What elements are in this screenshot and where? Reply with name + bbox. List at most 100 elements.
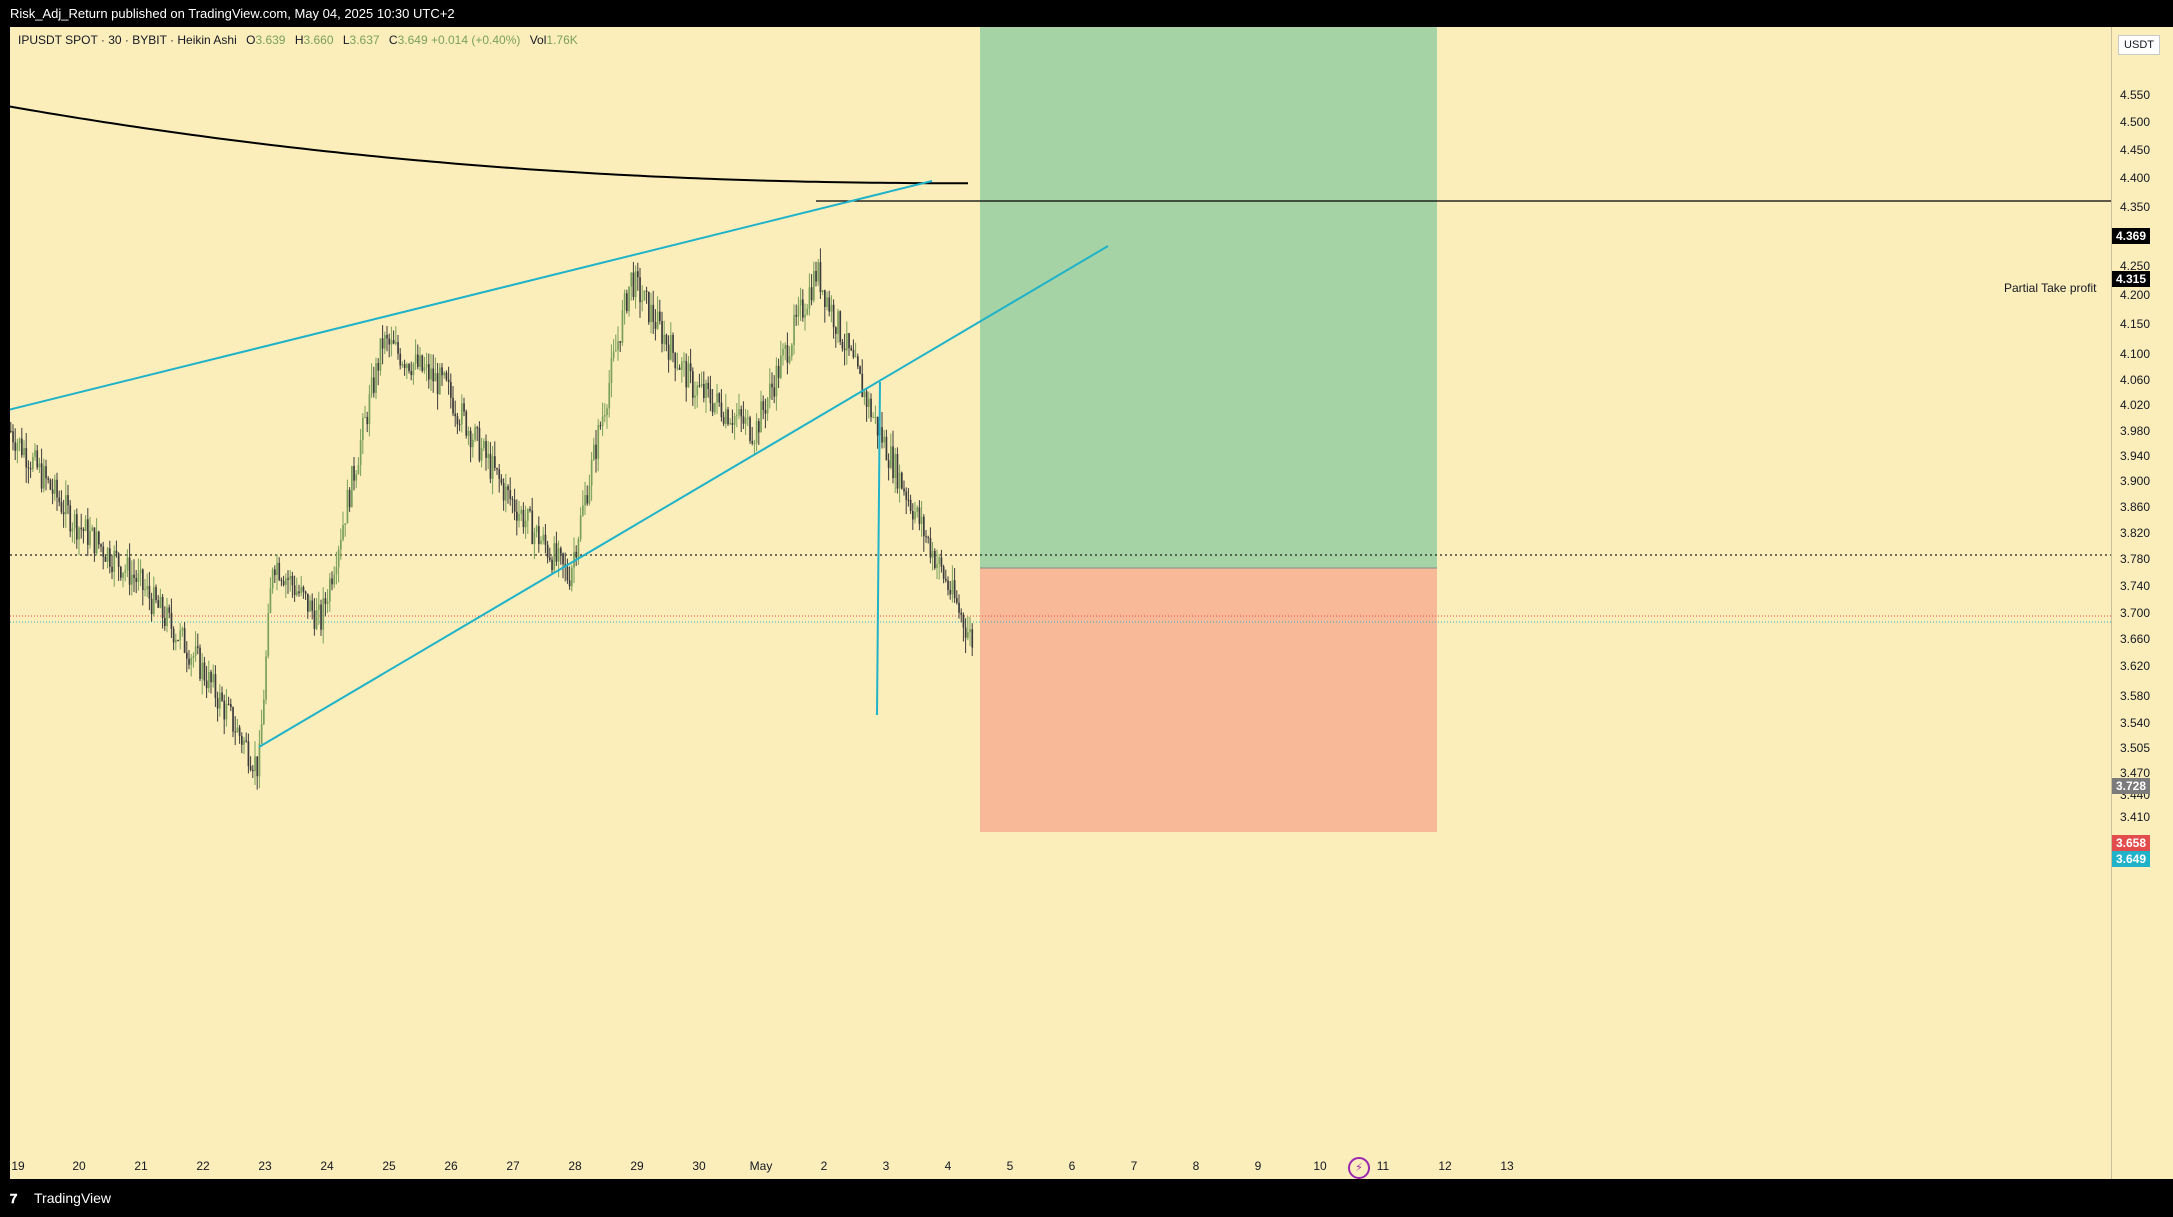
candle-body xyxy=(643,290,646,301)
candle-body xyxy=(357,465,360,475)
candle-body xyxy=(111,566,113,572)
candle-body xyxy=(221,692,223,701)
candle-body xyxy=(912,511,914,520)
time-tick: 22 xyxy=(196,1159,210,1173)
publish-info: Risk_Adj_Return published on TradingView… xyxy=(10,6,455,21)
price-tick: 4.150 xyxy=(2119,317,2150,331)
candle-body xyxy=(412,363,415,376)
candle-body xyxy=(472,439,474,448)
upper-trendline[interactable] xyxy=(10,180,933,411)
candle-body xyxy=(406,364,408,369)
candle-body xyxy=(384,334,386,349)
price-tick: 4.060 xyxy=(2119,373,2150,387)
candle-body xyxy=(582,505,584,516)
candle-body xyxy=(958,602,960,613)
price-tick: 3.820 xyxy=(2119,526,2150,540)
candle-body xyxy=(366,416,369,425)
loss-zone[interactable] xyxy=(980,568,1437,832)
candle-body xyxy=(667,344,670,360)
candle-body xyxy=(203,662,206,681)
time-axis[interactable]: 19 20 21 22 23 24 25 26 27 28 29 30 May 2 3 4 5 6 7 8 9 10 11 1… xyxy=(10,1152,2111,1179)
candle-body xyxy=(71,528,74,532)
candle-body xyxy=(786,345,789,363)
lightning-icon[interactable]: ⚡ xyxy=(1348,1157,1370,1179)
candle-body xyxy=(815,270,817,282)
candle-body xyxy=(157,600,160,608)
candle-body xyxy=(533,532,536,544)
candle-body xyxy=(520,509,523,514)
candle-body xyxy=(562,553,564,565)
candle-body xyxy=(588,485,591,504)
candle-body xyxy=(170,612,173,629)
candle-body xyxy=(106,548,109,562)
candle-body xyxy=(480,448,483,461)
candle-body xyxy=(498,469,501,479)
candle-body xyxy=(260,724,263,744)
candle-body xyxy=(773,387,776,397)
price-tick: 3.980 xyxy=(2119,424,2150,438)
candle-body xyxy=(938,557,941,564)
time-tick: 8 xyxy=(1192,1159,1200,1173)
candle-body xyxy=(36,450,39,468)
profit-zone[interactable] xyxy=(980,27,1437,568)
lower-trendline[interactable] xyxy=(258,245,1109,748)
candle-body xyxy=(102,546,105,557)
candle-body xyxy=(494,456,496,469)
candle-body xyxy=(645,290,648,292)
vertical-measure-line[interactable] xyxy=(876,381,881,716)
candles-group xyxy=(10,248,974,790)
candle-body xyxy=(923,516,925,537)
price-chart[interactable] xyxy=(10,27,2111,1179)
candle-body xyxy=(456,416,459,425)
candle-body xyxy=(703,384,705,398)
take-profit-price-tag: 4.315 xyxy=(2112,271,2151,287)
candle-body xyxy=(854,356,857,358)
candle-body xyxy=(953,580,956,599)
candle-body xyxy=(164,618,166,626)
candle-body xyxy=(852,350,855,358)
candle-body xyxy=(434,373,437,382)
candle-body xyxy=(458,424,461,426)
candle-body xyxy=(113,550,116,572)
candle-body xyxy=(700,384,703,386)
candle-body xyxy=(634,271,637,298)
candle-body xyxy=(676,367,679,369)
candle-body xyxy=(901,472,903,489)
candle-body xyxy=(513,499,516,512)
price-tick: 4.200 xyxy=(2119,288,2150,302)
candle-body xyxy=(931,550,934,558)
candle-body xyxy=(368,394,371,425)
candle-body xyxy=(375,363,377,393)
candle-body xyxy=(355,474,358,481)
candle-body xyxy=(762,401,765,411)
price-tick: 4.100 xyxy=(2119,347,2150,361)
candle-body xyxy=(936,563,938,568)
candle-body xyxy=(885,436,888,461)
candle-body xyxy=(848,333,850,349)
candle-body xyxy=(331,578,333,585)
symbol-legend: IPUSDT SPOT · 30 · BYBIT · Heikin Ashi O… xyxy=(18,33,578,47)
price-axis[interactable]: USDT 4.5504.5004.4504.4004.3504.3004.250… xyxy=(2111,27,2173,1179)
candle-body xyxy=(896,454,899,489)
candle-body xyxy=(590,459,593,486)
time-tick: 4 xyxy=(944,1159,952,1173)
candle-body xyxy=(945,578,947,581)
candle-body xyxy=(80,527,83,530)
time-tick: 24 xyxy=(320,1159,334,1173)
time-tick: 20 xyxy=(72,1159,86,1173)
candle-body xyxy=(54,479,56,494)
candle-body xyxy=(524,520,527,528)
candle-body xyxy=(280,579,283,582)
candle-body xyxy=(766,398,769,414)
moving-average-line[interactable] xyxy=(10,105,969,185)
candle-body xyxy=(278,562,281,580)
candle-body xyxy=(898,472,901,489)
chart-plot-area[interactable]: IPUSDT SPOT · 30 · BYBIT · Heikin Ashi O… xyxy=(10,27,2111,1179)
candle-body xyxy=(144,589,146,591)
candle-body xyxy=(219,692,221,709)
currency-button[interactable]: USDT xyxy=(2118,35,2160,55)
candle-body xyxy=(637,271,639,278)
candle-body xyxy=(500,478,503,483)
candle-body xyxy=(348,490,351,508)
candle-body xyxy=(313,610,316,629)
